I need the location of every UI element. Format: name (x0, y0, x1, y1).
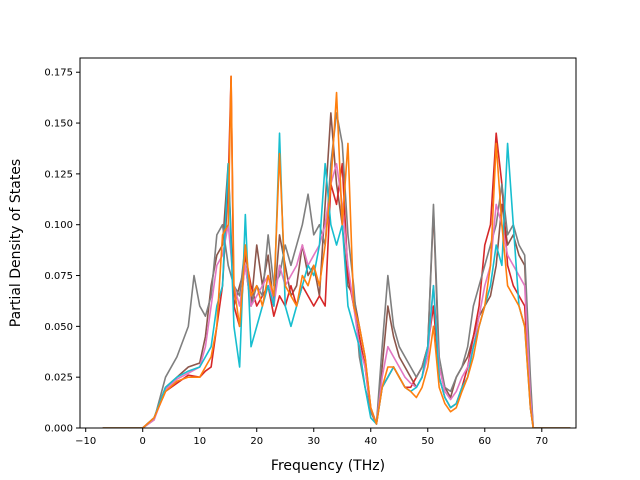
x-tick-label: 40 (364, 436, 377, 447)
x-tick-label: 30 (307, 436, 320, 447)
x-tick-label: 70 (535, 436, 548, 447)
plot-frame (79, 57, 577, 429)
y-tick-label: 0.025 (44, 373, 73, 384)
x-tick-label: 60 (478, 436, 491, 447)
y-tick-label: 0.000 (44, 424, 73, 435)
series-layer (102, 75, 571, 428)
x-tick-label: 10 (193, 436, 206, 447)
y-tick-label: 0.125 (44, 169, 73, 180)
y-tick-label: 0.100 (44, 220, 73, 231)
x-tick-label: −10 (75, 436, 96, 447)
y-tick-label: 0.075 (44, 271, 73, 282)
y-axis-label: Partial Density of States (8, 159, 24, 327)
series-line-6 (102, 75, 571, 428)
y-tick-label: 0.050 (44, 322, 73, 333)
y-axis-ticks: 0.000 0.025 0.050 0.075 0.100 0.125 0.150 0.175 (44, 68, 80, 435)
x-tick-label: 50 (421, 436, 434, 447)
y-tick-label: 0.150 (44, 119, 73, 130)
x-axis-ticks: −10 0 10 20 30 40 50 60 70 (75, 428, 548, 447)
x-axis-label: Frequency (THz) (271, 458, 385, 474)
series-line-3 (102, 112, 571, 428)
y-tick-label: 0.175 (44, 68, 73, 79)
x-tick-label: 0 (140, 436, 146, 447)
x-tick-label: 20 (250, 436, 263, 447)
